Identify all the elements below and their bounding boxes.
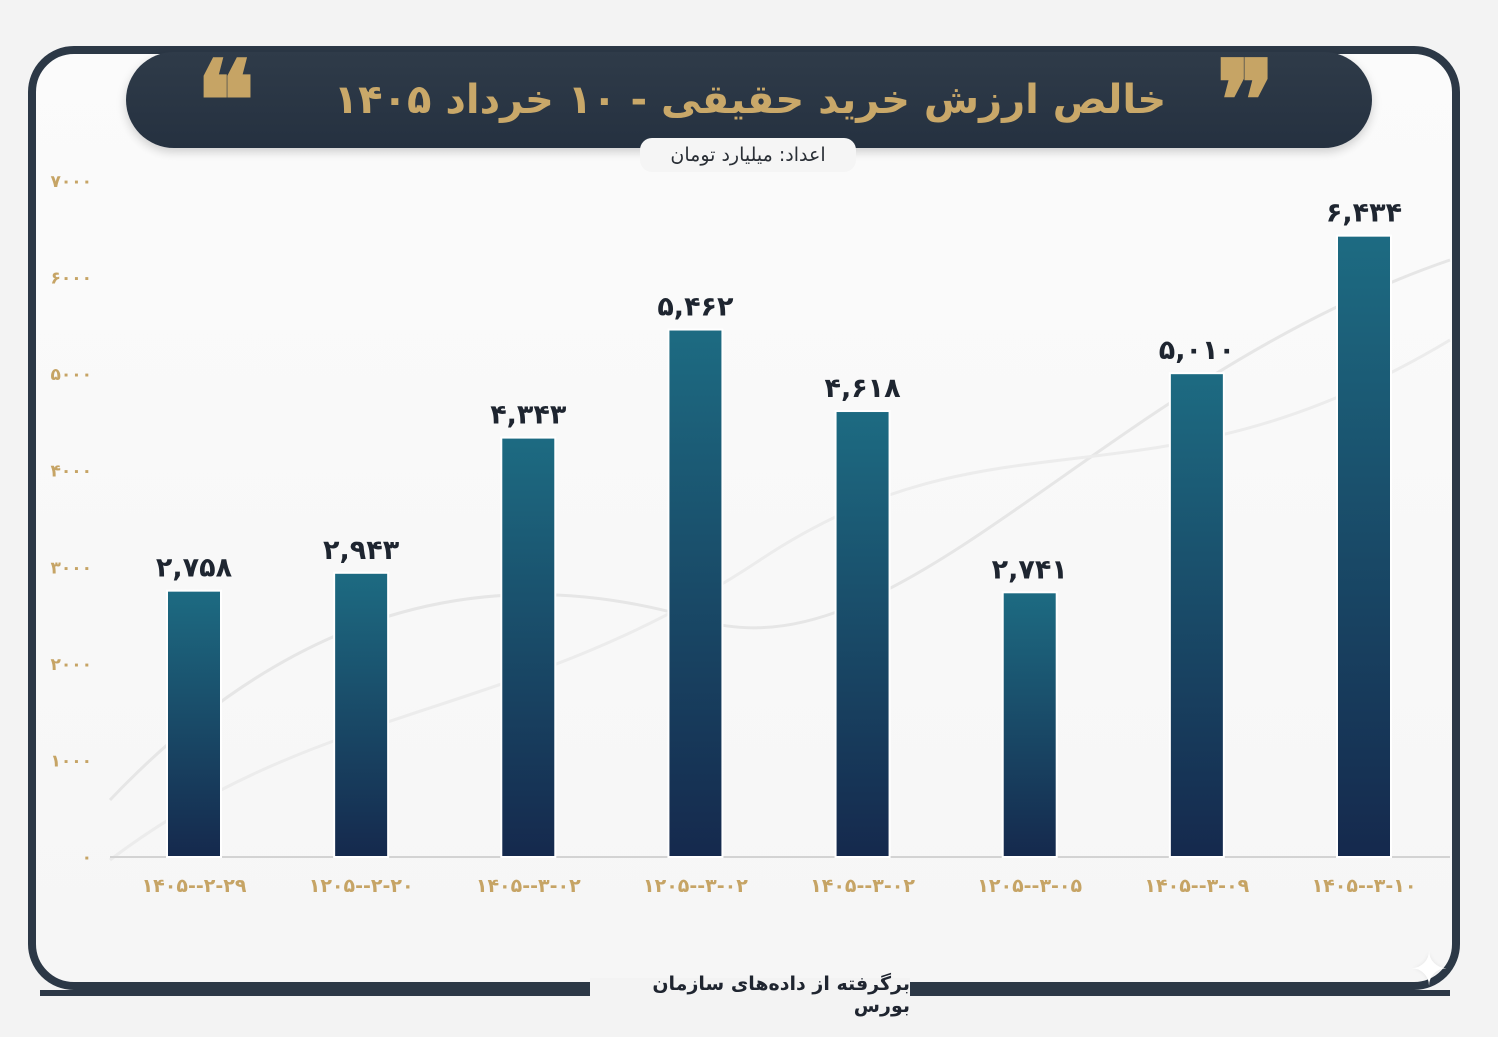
y-axis: ۰ ۱۰۰۰ ۲۰۰۰ ۳۰۰۰ ۴۰۰۰ ۵۰۰۰ ۶۰۰۰ ۷۰۰۰: [50, 172, 92, 868]
x-tick-label: ۱۲۰۵--۲-۲۰: [309, 875, 414, 897]
x-axis: ۱۴۰۵--۲-۲۹ ۱۲۰۵--۲-۲۰ ۱۴۰۵--۳-۰۲ ۱۲۰۵--۳-۰۲…: [142, 875, 1417, 897]
unit-label: اعداد: میلیارد تومان: [640, 138, 856, 172]
y-tick-label: ۷۰۰۰: [50, 172, 92, 192]
chart-title: خالص ارزش خرید حقیقی - ۱۰ خرداد ۱۴۰۵: [333, 77, 1167, 123]
value-labels: ۲,۷۵۸ ۲,۹۴۳ ۴,۳۴۳ ۵,۴۶۲ ۴,۶۱۸ ۲,۷۴۱ ۵,۰۱۰ ۶,۴۳۴: [156, 198, 1402, 586]
title-banner: [126, 52, 1372, 148]
bar: [333, 571, 390, 858]
quote-close-icon: ❞: [1216, 36, 1276, 165]
y-tick-label: ۱۰۰۰: [50, 751, 92, 771]
x-tick-label: ۱۴۰۵--۳-۰۲: [810, 875, 915, 897]
bar: [667, 328, 724, 858]
x-tick-label: ۱۴۰۵--۳-۰۲: [476, 875, 581, 897]
y-tick-label: ۰: [82, 848, 92, 868]
bar: [500, 436, 557, 858]
bar-value-label: ۴,۳۴۳: [490, 400, 567, 431]
bars-group: [166, 234, 1392, 858]
bar: [834, 410, 891, 858]
bar: [1001, 591, 1058, 858]
background-decoration: [108, 258, 1451, 862]
bar: [1168, 372, 1225, 858]
y-tick-label: ۴۰۰۰: [50, 462, 92, 482]
quote-open-icon: ❝: [196, 36, 256, 165]
bar-value-label: ۴,۶۱۸: [824, 373, 901, 404]
x-tick-label: ۱۴۰۵--۳-۱۰: [1312, 875, 1417, 897]
y-tick-label: ۵۰۰۰: [50, 365, 92, 385]
x-tick-label: ۱۴۰۵--۲-۲۹: [142, 875, 247, 897]
bar-value-label: ۶,۴۳۴: [1326, 198, 1402, 229]
x-tick-label: ۱۴۰۵--۳-۰۹: [1144, 875, 1249, 897]
source-note: برگرفته از داده‌های سازمان بورس: [590, 973, 910, 1017]
bar-value-label: ۲,۷۵۸: [156, 553, 233, 584]
footer-line-left: [40, 990, 590, 996]
footer-line-right: [910, 990, 1450, 996]
bar-value-label: ۲,۷۴۱: [992, 554, 1068, 585]
y-tick-label: ۳۰۰۰: [50, 558, 92, 578]
x-tick-label: ۱۲۰۵--۳-۰۲: [643, 875, 748, 897]
x-tick-label: ۱۲۰۵--۳-۰۵: [977, 875, 1082, 897]
y-tick-label: ۶۰۰۰: [50, 269, 92, 289]
bar: [166, 589, 222, 858]
bar: [1336, 234, 1392, 858]
y-tick-label: ۲۰۰۰: [50, 655, 92, 675]
bar-value-label: ۲,۹۴۳: [323, 535, 400, 566]
bar-value-label: ۵,۰۱۰: [1159, 335, 1235, 366]
sparkle-icon: ✦: [1409, 942, 1449, 996]
bar-value-label: ۵,۴۶۲: [657, 292, 734, 323]
